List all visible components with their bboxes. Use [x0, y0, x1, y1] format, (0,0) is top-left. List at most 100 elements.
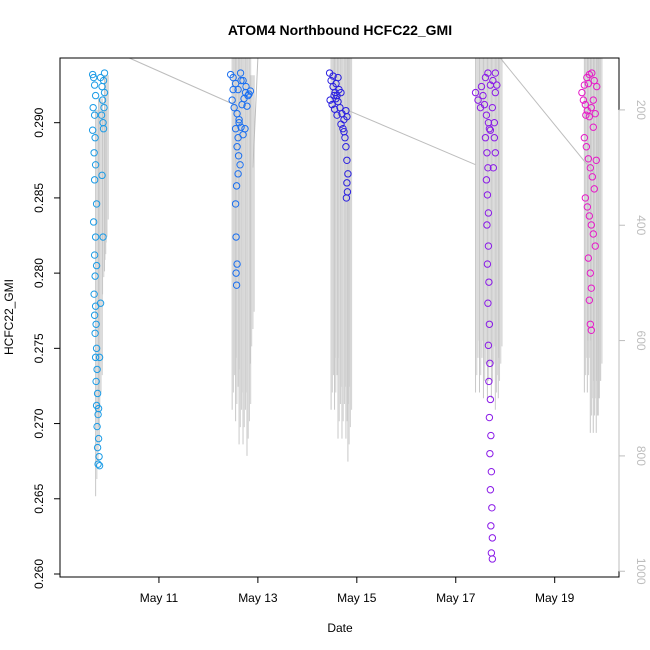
data-point-1-9	[230, 103, 238, 112]
y-tick-label-6: 0.290	[32, 107, 46, 137]
data-point-3-1	[474, 96, 482, 104]
data-point-0-15	[92, 261, 101, 270]
y-axis-title: HCFC22_GMI	[2, 279, 16, 355]
data-point-3-41	[493, 81, 501, 89]
flight-connector-0	[129, 57, 234, 105]
data-point-4-21	[583, 203, 592, 211]
data-point-1-16	[246, 87, 255, 95]
data-point-0-47	[96, 299, 105, 307]
data-point-4-7	[579, 96, 588, 104]
data-point-0-8	[90, 149, 98, 157]
data-point-3-13	[490, 118, 499, 127]
x-tick-label-0: May 11	[140, 591, 179, 605]
data-point-4-32	[582, 111, 590, 119]
data-point-1-2	[231, 79, 240, 88]
data-point-3-15	[483, 149, 491, 157]
data-point-3-21	[484, 242, 493, 250]
data-point-1-34	[243, 102, 251, 110]
data-point-0-34	[95, 461, 104, 470]
data-point-3-35	[488, 504, 496, 512]
data-point-2-26	[337, 120, 345, 128]
data-point-3-46	[480, 100, 489, 109]
data-point-3-43	[491, 149, 500, 157]
data-point-1-18	[233, 143, 241, 151]
data-point-2-28	[329, 72, 337, 80]
data-point-0-13	[91, 233, 100, 241]
y-tick-label-5: 0.285	[32, 183, 46, 213]
data-point-3-19	[484, 209, 493, 217]
data-point-4-17	[586, 164, 595, 172]
data-point-4-12	[589, 96, 597, 104]
data-point-3-38	[487, 549, 496, 557]
data-point-1-27	[232, 281, 241, 289]
data-point-4-15	[582, 143, 591, 151]
data-point-4-25	[591, 242, 599, 250]
data-point-0-24	[93, 365, 101, 374]
y2-tick-label-1: 400	[634, 215, 648, 235]
data-point-1-22	[232, 182, 241, 190]
data-point-0-12	[89, 218, 98, 226]
data-point-3-30	[485, 413, 494, 422]
x-axis: May 11 May 13 May 15 May 17 May 19	[140, 576, 575, 605]
data-point-2-20	[344, 170, 352, 178]
data-point-3-17	[482, 176, 491, 184]
data-point-0-7	[91, 134, 99, 142]
data-point-4-22	[585, 212, 594, 220]
data-point-2-31	[334, 73, 342, 82]
data-point-0-5	[90, 111, 99, 119]
data-point-4-10	[585, 112, 594, 121]
flight-connector-3	[499, 57, 595, 174]
data-point-0-22	[92, 344, 101, 353]
data-point-3-4	[481, 73, 490, 82]
data-point-3-33	[487, 467, 496, 476]
data-point-2-25	[333, 111, 341, 119]
data-point-3-3	[479, 91, 487, 100]
data-point-4-18	[588, 173, 596, 181]
data-point-0-2	[90, 81, 99, 89]
data-point-4-14	[580, 134, 589, 142]
data-point-0-40	[100, 103, 108, 112]
data-point-2-24	[330, 105, 339, 113]
data-point-0-14	[90, 251, 99, 259]
y-tick-label-4: 0.280	[32, 258, 46, 288]
data-point-1-11	[235, 115, 243, 124]
data-point-4-23	[587, 221, 595, 229]
data-point-1-31	[241, 125, 249, 133]
data-point-3-8	[491, 88, 500, 97]
data-point-1-29	[237, 123, 245, 131]
data-point-1-8	[228, 96, 236, 104]
x-axis-title: Date	[327, 621, 353, 635]
y-tick-label-2: 0.270	[32, 408, 46, 438]
data-point-3-23	[485, 278, 493, 286]
data-point-3-14	[481, 134, 490, 142]
data-point-2-18	[342, 143, 350, 151]
data-point-4-5	[590, 76, 598, 85]
data-point-1-13	[240, 94, 248, 103]
data-point-1-23	[231, 200, 240, 208]
data-point-2-19	[343, 156, 351, 164]
data-point-1-5	[239, 76, 247, 85]
data-point-0-10	[90, 176, 99, 184]
data-point-1-24	[232, 233, 240, 241]
data-point-1-21	[234, 170, 242, 178]
data-point-0-44	[99, 125, 108, 133]
x-tick-label-3: May 17	[436, 591, 476, 605]
pressure-profile-layer	[95, 58, 603, 497]
data-point-3-31	[487, 431, 495, 440]
data-point-2-7	[328, 100, 336, 109]
data-point-3-32	[486, 449, 494, 458]
flight-connector-2	[346, 109, 476, 166]
data-point-4-34	[589, 123, 597, 131]
data-point-4-16	[584, 155, 593, 163]
data-point-3-27	[486, 359, 494, 368]
data-point-0-30	[94, 434, 103, 443]
data-point-3-24	[484, 299, 492, 307]
data-point-1-26	[232, 269, 240, 277]
data-point-0-39	[98, 96, 107, 104]
data-point-4-28	[587, 284, 595, 292]
data-point-3-25	[485, 320, 494, 328]
data-point-0-11	[92, 200, 101, 208]
data-point-2-27	[340, 128, 348, 136]
data-point-3-28	[485, 377, 493, 386]
chart-title: ATOM4 Northbound HCFC22_GMI	[228, 22, 452, 38]
